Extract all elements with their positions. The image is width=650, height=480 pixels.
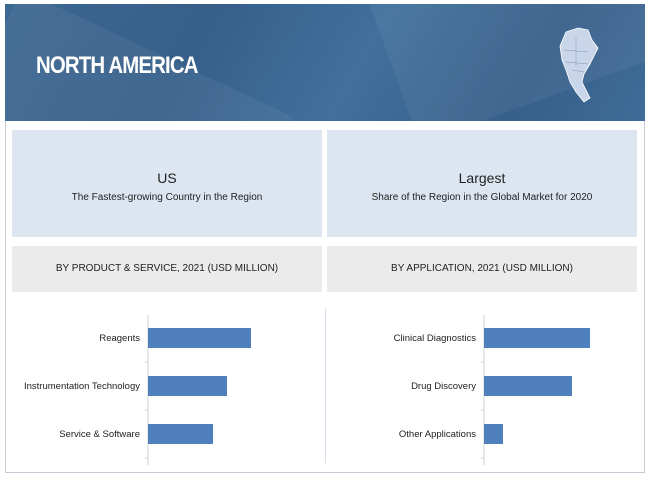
- bar-instrumentation-technology: [148, 376, 227, 396]
- info-headline: Largest: [458, 170, 506, 186]
- category-label: Reagents: [99, 333, 140, 344]
- chart-title-product: BY PRODUCT & SERVICE, 2021 (USD MILLION): [12, 246, 322, 292]
- product-bar-chart: Reagents Instrumentation Technology Servic…: [24, 315, 251, 465]
- category-label: Instrumentation Technology: [24, 381, 140, 392]
- category-label: Drug Discovery: [411, 381, 476, 392]
- info-caption: The Fastest-growing Country in the Regio…: [71, 192, 263, 203]
- category-label: Other Applications: [399, 429, 476, 440]
- info-caption: Share of the Region in the Global Market…: [371, 192, 593, 203]
- bar-clinical-diagnostics: [484, 328, 590, 348]
- bar-other-applications: [484, 424, 503, 444]
- bar-service-software: [148, 424, 213, 444]
- fastest-growing-box: US The Fastest-growing Country in the Re…: [12, 130, 322, 237]
- info-headline: US: [157, 170, 177, 186]
- chart-divider: [325, 308, 326, 463]
- north-america-map-icon: [559, 27, 599, 103]
- bar-reagents: [148, 328, 251, 348]
- region-title: NORTH AMERICA: [36, 52, 198, 79]
- largest-share-box: Largest Share of the Region in the Globa…: [327, 130, 637, 237]
- content-frame: [5, 121, 645, 473]
- application-bar-chart: Clinical Diagnostics Drug Discovery Other …: [394, 315, 590, 465]
- category-label: Service & Software: [59, 429, 140, 440]
- chart-title-application: BY APPLICATION, 2021 (USD MILLION): [327, 246, 637, 292]
- header-banner: NORTH AMERICA: [5, 4, 645, 121]
- category-label: Clinical Diagnostics: [394, 333, 477, 344]
- bar-drug-discovery: [484, 376, 572, 396]
